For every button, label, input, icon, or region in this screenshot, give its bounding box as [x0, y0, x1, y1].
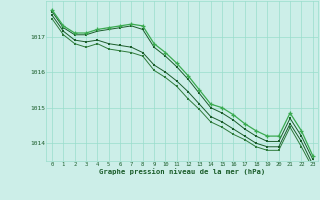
X-axis label: Graphe pression niveau de la mer (hPa): Graphe pression niveau de la mer (hPa) — [99, 168, 266, 175]
